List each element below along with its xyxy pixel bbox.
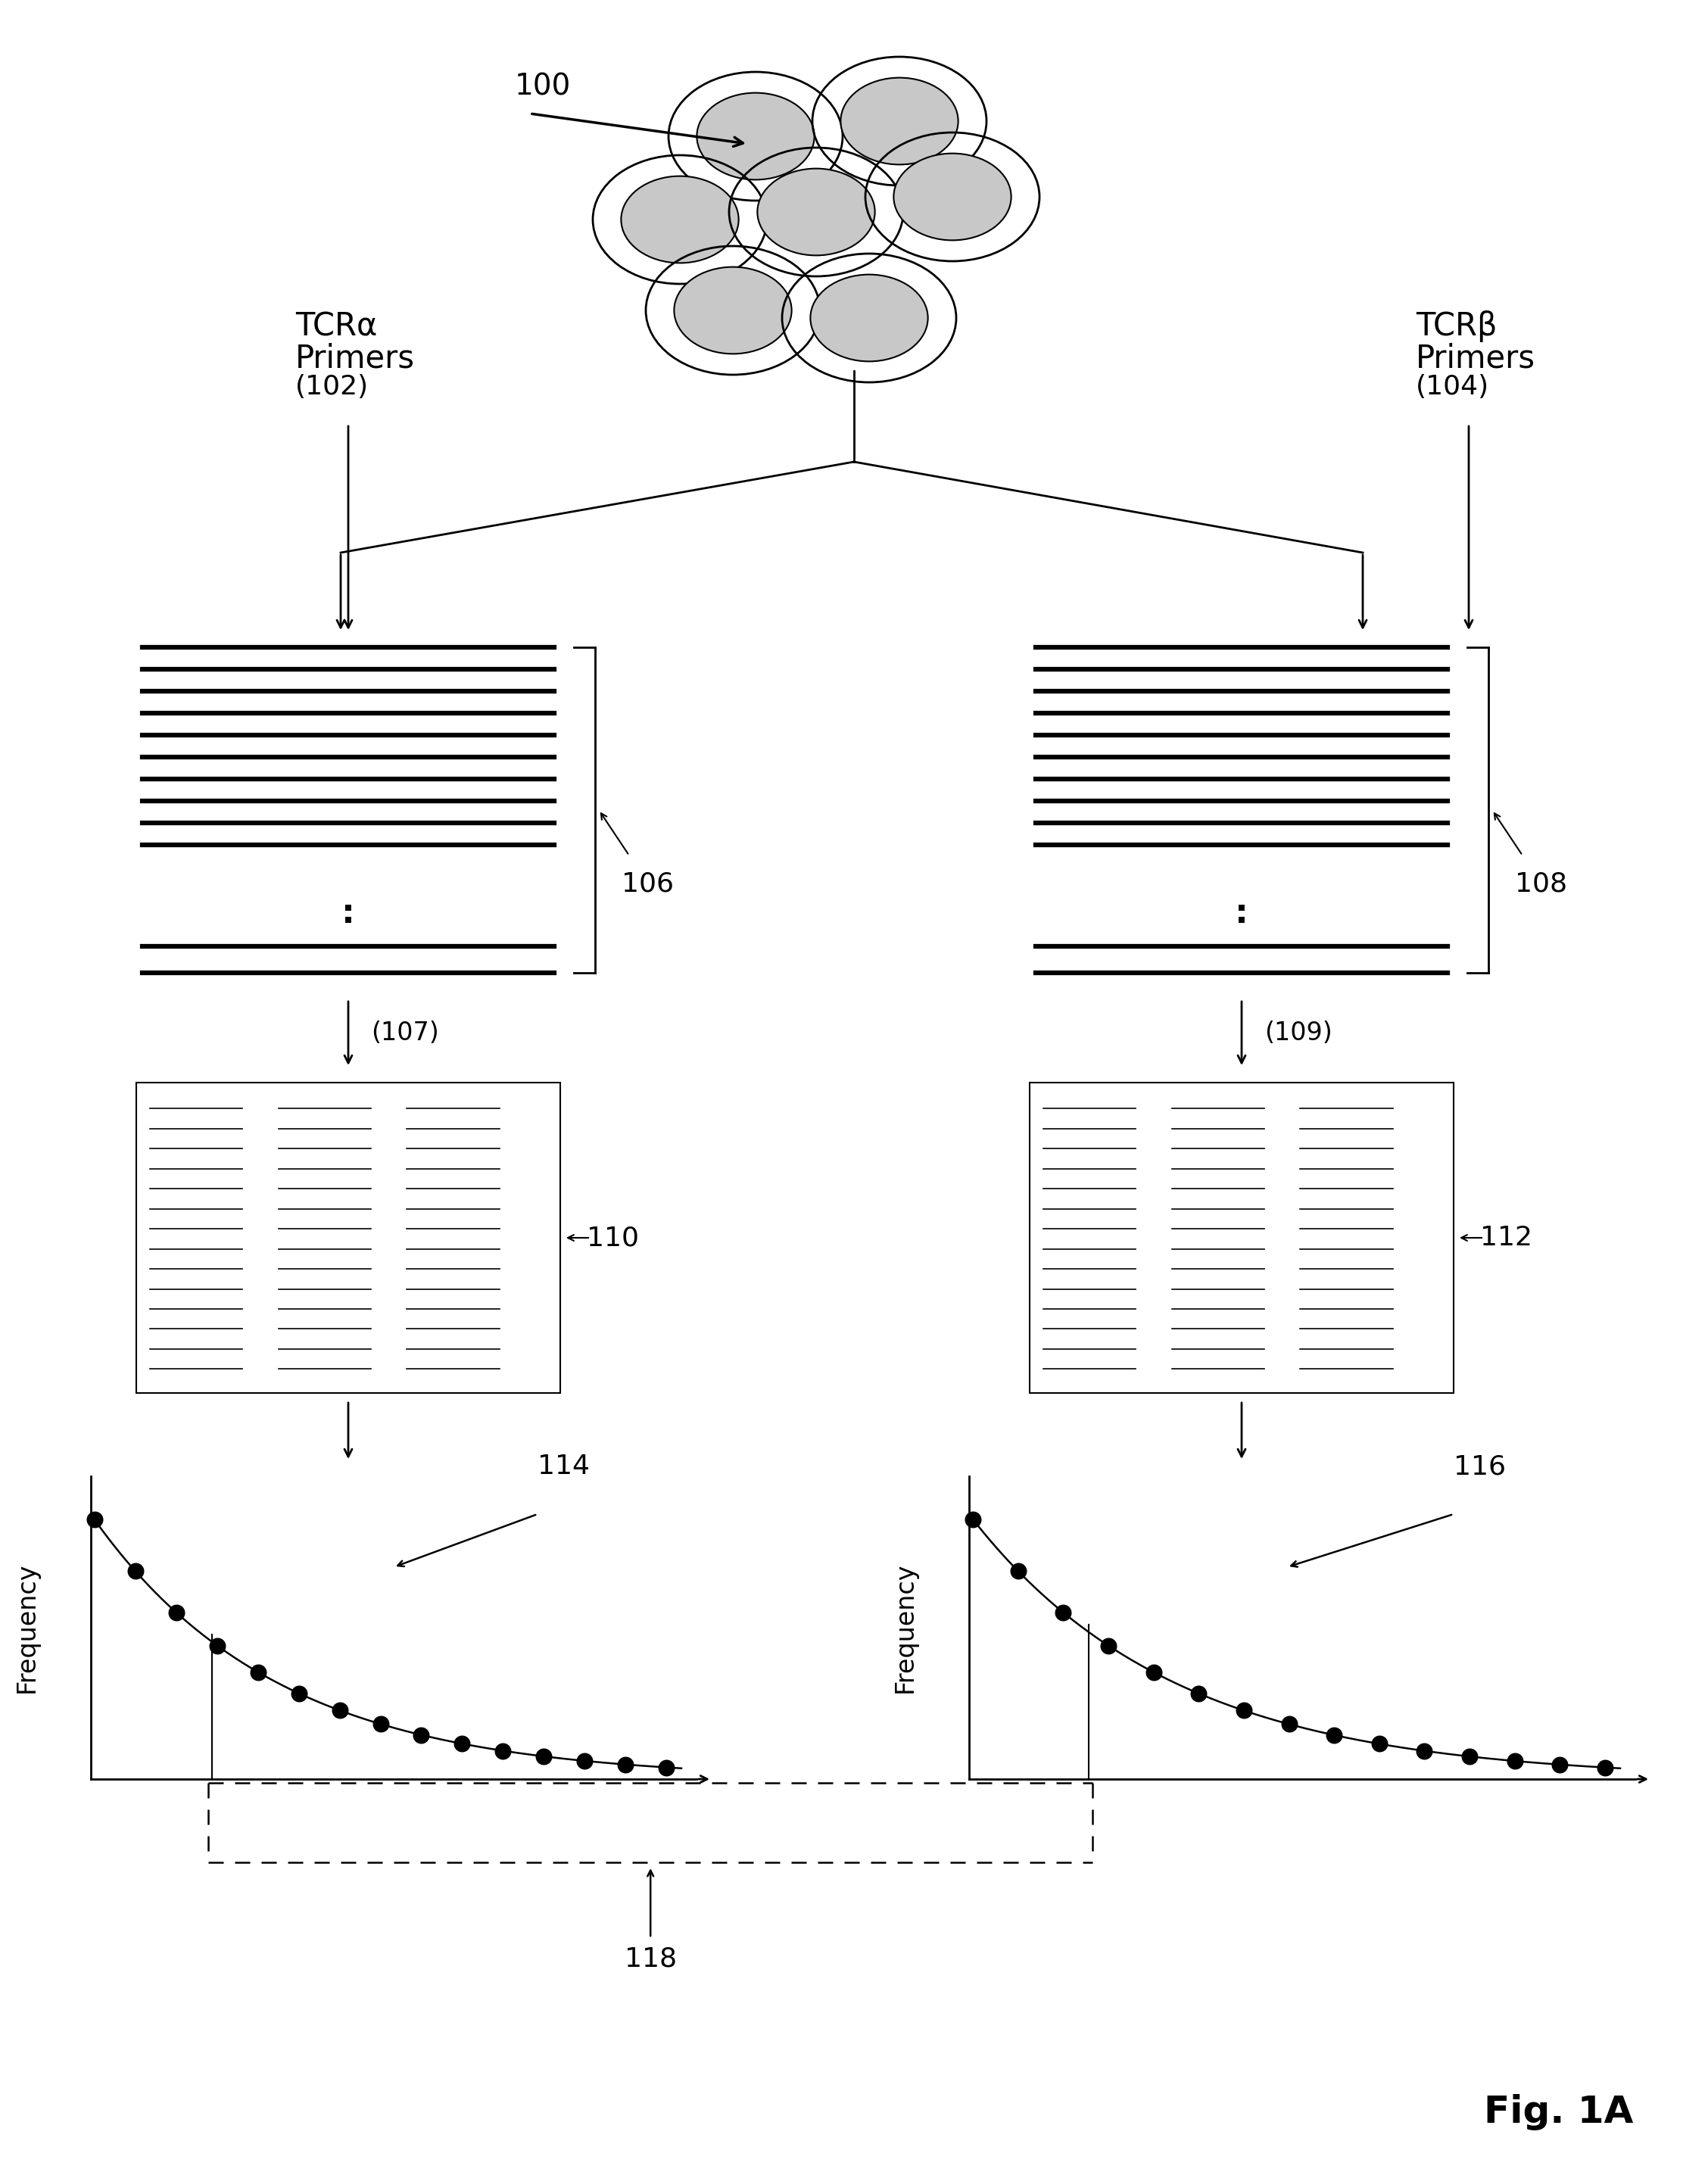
- Text: TCRα: TCRα: [295, 311, 377, 343]
- Text: 116: 116: [1454, 1453, 1506, 1479]
- Point: [449, 1727, 477, 1761]
- Point: [1004, 1553, 1032, 1588]
- Text: (107): (107): [371, 1021, 439, 1047]
- Text: 118: 118: [625, 1946, 676, 1972]
- Text: :: :: [1235, 897, 1249, 930]
- Point: [960, 1501, 987, 1536]
- Text: (109): (109): [1264, 1021, 1332, 1047]
- Point: [611, 1746, 639, 1781]
- Text: TCRβ: TCRβ: [1416, 311, 1498, 343]
- Point: [1411, 1733, 1438, 1768]
- Text: 108: 108: [1515, 871, 1568, 897]
- Point: [570, 1744, 598, 1779]
- Ellipse shape: [810, 274, 927, 361]
- Point: [1095, 1629, 1122, 1664]
- Point: [529, 1740, 557, 1775]
- Point: [488, 1733, 516, 1768]
- Text: :: :: [342, 897, 355, 930]
- Point: [80, 1503, 108, 1538]
- Point: [121, 1553, 149, 1588]
- Point: [1139, 1655, 1167, 1690]
- Text: 110: 110: [588, 1225, 639, 1251]
- Text: Frequency: Frequency: [14, 1562, 39, 1692]
- Text: 114: 114: [538, 1453, 589, 1479]
- Point: [1276, 1707, 1303, 1742]
- Point: [1366, 1727, 1394, 1761]
- Text: 112: 112: [1481, 1225, 1532, 1251]
- Text: (102): (102): [295, 374, 369, 400]
- Point: [244, 1655, 272, 1690]
- Point: [1185, 1677, 1213, 1712]
- Ellipse shape: [622, 176, 738, 263]
- Point: [1230, 1694, 1257, 1729]
- Point: [1455, 1740, 1483, 1775]
- Point: [367, 1707, 395, 1742]
- Point: [1320, 1718, 1348, 1753]
- Ellipse shape: [697, 93, 815, 180]
- Point: [203, 1629, 231, 1664]
- Point: [162, 1594, 190, 1629]
- Point: [285, 1677, 313, 1712]
- Text: Frequency: Frequency: [892, 1562, 917, 1692]
- Ellipse shape: [840, 78, 958, 165]
- Point: [408, 1718, 436, 1753]
- Bar: [137, 1082, 560, 1392]
- Ellipse shape: [893, 154, 1011, 241]
- Ellipse shape: [675, 267, 791, 354]
- Ellipse shape: [757, 169, 874, 256]
- Text: Primers: Primers: [295, 343, 415, 374]
- Point: [652, 1751, 680, 1785]
- Text: Primers: Primers: [1416, 343, 1535, 374]
- Bar: [1030, 1082, 1454, 1392]
- Text: 106: 106: [622, 871, 675, 897]
- Text: 100: 100: [514, 72, 570, 100]
- Point: [1546, 1746, 1573, 1781]
- Point: [1592, 1751, 1619, 1785]
- Point: [1501, 1744, 1529, 1779]
- Point: [326, 1692, 354, 1727]
- Text: (104): (104): [1416, 374, 1489, 400]
- Text: Fig. 1A: Fig. 1A: [1484, 2094, 1633, 2131]
- Point: [1049, 1594, 1076, 1629]
